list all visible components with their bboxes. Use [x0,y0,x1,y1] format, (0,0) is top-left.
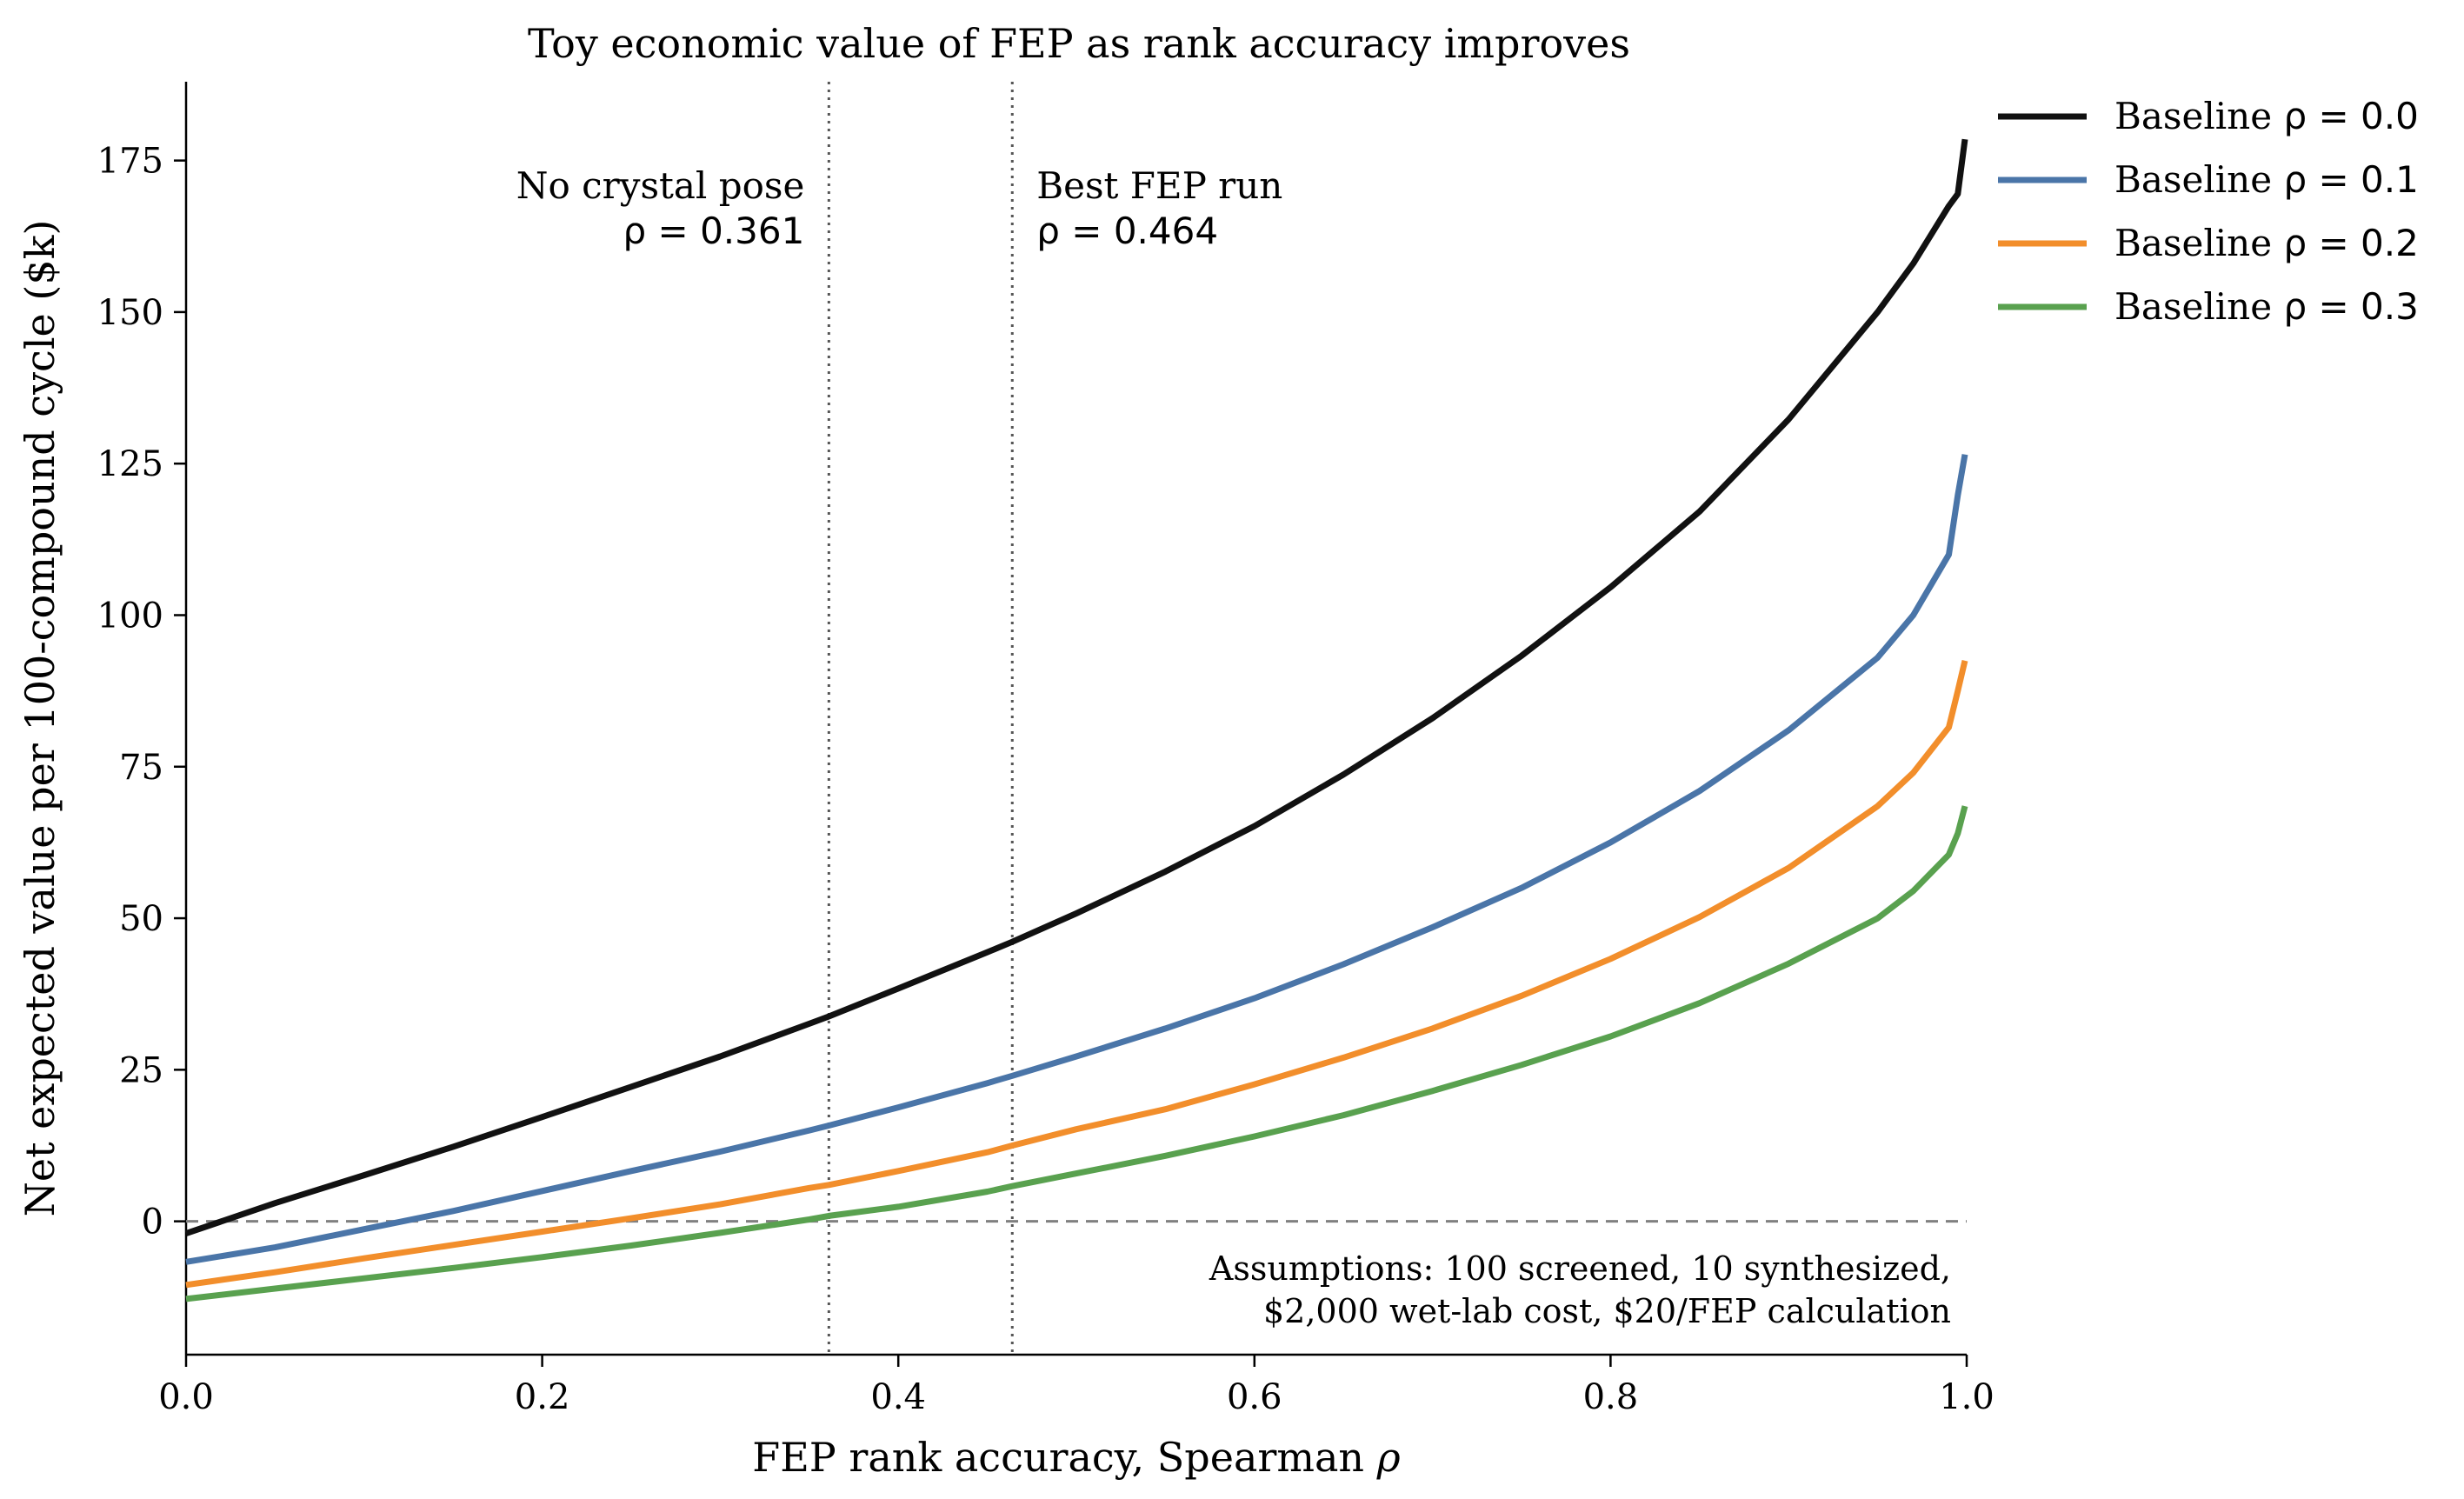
series-line-3 [185,659,1968,1289]
legend-label-3: Baseline ρ = 0.2 [2114,222,2419,264]
x-tick-label: 0.0 [158,1377,214,1417]
y-tick-label: 150 [97,293,163,333]
assumptions-annotation: Assumptions: 100 screened, 10 synthesize… [1209,1249,1951,1330]
y-tick-label: 0 [142,1203,163,1243]
x-ticks: 0.0 0.2 0.4 0.6 0.8 1.0 [158,1355,1995,1417]
reference-label-2: Best FEP run [1036,164,1282,207]
y-tick-label: 175 [97,142,163,182]
legend-label-1: Baseline ρ = 0.0 [2114,95,2419,137]
series-line-1 [184,138,1968,1236]
reference-label-1: No crystal pose [516,164,805,207]
y-tick-label: 50 [119,899,163,939]
x-axis-label-symbol: ρ [1376,1434,1401,1481]
x-axis-label-text: FEP rank accuracy, Spearman [752,1434,1376,1481]
y-tick-label: 25 [119,1050,163,1090]
y-tick-label: 125 [97,444,163,484]
x-tick-label: 0.6 [1227,1377,1282,1417]
x-tick-label: 0.2 [515,1377,570,1417]
x-tick-label: 1.0 [1939,1377,1995,1417]
y-tick-label: 75 [119,748,163,788]
series-line-4 [185,805,1968,1302]
annotation-line-1: Assumptions: 100 screened, 10 synthesize… [1209,1249,1951,1288]
series-line-2 [185,454,1968,1265]
legend-label-4: Baseline ρ = 0.3 [2114,285,2419,328]
y-ticks: 0 25 50 75 100 125 150 175 [97,142,186,1243]
reference-value-1: ρ = 0.361 [623,210,805,252]
x-axis-label: FEP rank accuracy, Spearman ρ [752,1434,1400,1481]
y-axis-label: Net expected value per 100-compound cycl… [17,220,63,1217]
x-tick-label: 0.8 [1583,1377,1639,1417]
y-tick-label: 100 [97,596,163,636]
x-tick-label: 0.4 [870,1377,926,1417]
reference-value-2: ρ = 0.464 [1036,210,1218,252]
axes [184,82,1967,1356]
chart-title: Toy economic value of FEP as rank accura… [528,20,1630,67]
series-lines [184,138,1968,1302]
annotation-line-2: $2,000 wet-lab cost, $20/FEP calculation [1263,1292,1951,1330]
legend-label-2: Baseline ρ = 0.1 [2114,158,2419,201]
legend: Baseline ρ = 0.0 Baseline ρ = 0.1 Baseline… [1998,95,2419,328]
